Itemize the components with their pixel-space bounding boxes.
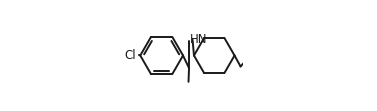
Text: Cl: Cl — [125, 49, 136, 62]
Text: HN: HN — [190, 33, 208, 46]
